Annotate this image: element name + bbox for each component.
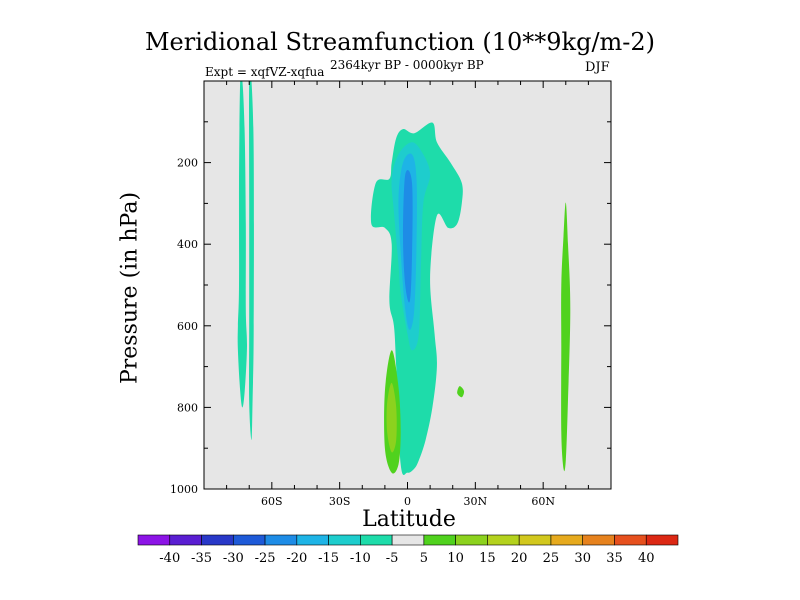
colorbar-label: -5 — [386, 551, 399, 566]
nh-high-lat-positive — [561, 202, 571, 472]
sh-high-lat-column-2 — [249, 81, 254, 441]
colorbar-label: -30 — [223, 551, 244, 566]
colorbar-swatch — [550, 534, 584, 546]
y-tick-label: 1000 — [170, 483, 198, 496]
colorbar-swatch — [328, 534, 361, 546]
colorbar: -40 -35 -30 -25 -20 -15 -10 -5 5 10 15 20 25 30 35 40 — [137, 534, 679, 566]
period-label: 2364kyr BP - 0000kyr BP — [330, 58, 484, 72]
colorbar-label: -15 — [318, 551, 339, 566]
x-axis-label: Latitude — [362, 507, 456, 532]
colorbar-swatch — [201, 534, 234, 546]
colorbar-swatch — [391, 534, 425, 546]
x-axis-ticks: 60S 30S 0 30N 60N — [226, 81, 589, 508]
nh-subtropical-speck — [457, 386, 465, 398]
colorbar-swatch — [423, 534, 456, 546]
contour-regions — [237, 81, 571, 475]
y-tick-label: 200 — [177, 157, 198, 170]
colorbar-swatch — [232, 534, 266, 546]
colorbar-swatch — [487, 534, 520, 546]
colorbar-label: -25 — [255, 551, 276, 566]
colorbar-swatch — [264, 534, 298, 546]
colorbar-label: -35 — [191, 551, 212, 566]
y-tick-label: 800 — [177, 401, 198, 414]
colorbar-label: 35 — [606, 551, 623, 566]
colorbar-label: 40 — [638, 551, 655, 566]
colorbar-swatch — [518, 534, 552, 546]
y-tick-label: 400 — [177, 238, 198, 251]
colorbar-label: -10 — [350, 551, 371, 566]
colorbar-swatch — [455, 534, 488, 546]
sh-high-lat-column-1 — [237, 81, 248, 408]
colorbar-label: 30 — [574, 551, 591, 566]
chart-title: Meridional Streamfunction (10**9kg/m-2) — [144, 28, 656, 56]
colorbar-swatch — [169, 534, 202, 546]
colorbar-label: 15 — [479, 551, 496, 566]
colorbar-swatch — [360, 534, 393, 546]
x-tick-label: 30N — [464, 495, 488, 508]
colorbar-label: 10 — [447, 551, 464, 566]
colorbar-label: -40 — [159, 551, 180, 566]
colorbar-swatch — [296, 534, 329, 546]
equatorial-cell-core — [403, 169, 413, 303]
colorbar-label: -20 — [286, 551, 307, 566]
colorbar-label: 5 — [420, 551, 428, 566]
colorbar-label: 25 — [543, 551, 560, 566]
x-tick-label: 0 — [404, 495, 411, 508]
x-tick-label: 30S — [329, 495, 351, 508]
colorbar-label: 20 — [511, 551, 528, 566]
x-tick-label: 60N — [531, 495, 555, 508]
experiment-label: Expt = xqfVZ-xqfua — [205, 65, 325, 79]
colorbar-swatch — [137, 534, 171, 546]
x-tick-label: 60S — [261, 495, 283, 508]
sh-subtropical-positive-inner — [386, 382, 397, 453]
y-axis-ticks: 200 400 600 800 1000 — [170, 121, 611, 496]
colorbar-swatch — [582, 534, 615, 546]
season-label: DJF — [585, 60, 610, 75]
colorbar-swatch — [614, 534, 647, 546]
y-tick-label: 600 — [177, 320, 198, 333]
colorbar-swatch — [645, 534, 679, 546]
